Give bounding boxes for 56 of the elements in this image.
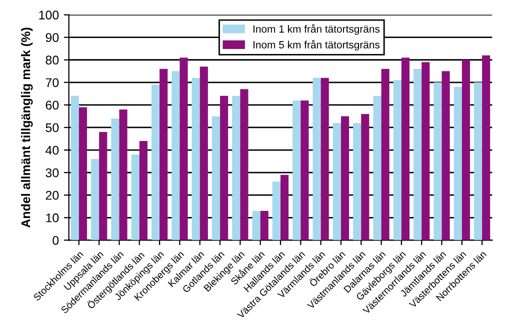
y-tick-label: 50 (46, 123, 59, 132)
bar (373, 96, 382, 240)
bar (172, 71, 180, 240)
bar (272, 182, 280, 240)
legend-label: Inom 1 km från tätortsgräns (254, 24, 380, 35)
bar (312, 78, 321, 240)
y-tick-label: 90 (46, 33, 59, 42)
bar (482, 55, 490, 240)
bar (111, 118, 120, 240)
bar (332, 122, 341, 240)
bar (212, 116, 220, 240)
bar (474, 82, 482, 240)
bar (91, 159, 100, 240)
y-tick-label: 20 (46, 190, 59, 200)
bar (353, 122, 362, 240)
bar (462, 60, 470, 240)
bar (320, 78, 329, 240)
y-tick-label: 60 (46, 100, 59, 110)
y-tick-label: 30 (46, 168, 59, 178)
bar (381, 68, 390, 240)
bar (131, 154, 140, 240)
bar (139, 141, 148, 240)
bar (292, 100, 301, 240)
bar (99, 132, 108, 240)
y-tick-label: 100 (39, 10, 59, 20)
bar (70, 96, 79, 240)
bar (160, 68, 168, 240)
bar (340, 116, 350, 240)
y-axis-title: Andel allmänt tillgänglig mark (%) (21, 28, 33, 228)
bar (180, 58, 188, 240)
bar (151, 84, 160, 240)
bar (280, 174, 289, 240)
bar (300, 100, 309, 240)
bar (200, 66, 208, 240)
bar (393, 80, 402, 240)
y-tick-label: 40 (46, 146, 59, 155)
bar (361, 114, 370, 240)
bar (422, 62, 430, 240)
bar (192, 78, 200, 240)
bar (252, 210, 260, 240)
bar (414, 68, 422, 240)
bar (401, 58, 410, 240)
legend-label: Inom 5 km från tätortsgräns (254, 40, 380, 51)
bar (78, 107, 87, 240)
bar (442, 71, 450, 240)
bar (220, 96, 228, 240)
bar (232, 96, 240, 240)
y-tick-label: 10 (46, 213, 59, 222)
y-tick-label: 0 (52, 236, 59, 245)
bar (240, 89, 248, 240)
y-tick-label: 80 (46, 56, 59, 65)
bar (119, 109, 128, 240)
bar (454, 86, 462, 240)
bar (434, 82, 442, 240)
y-tick-label: 70 (46, 78, 59, 88)
bar (260, 210, 268, 240)
